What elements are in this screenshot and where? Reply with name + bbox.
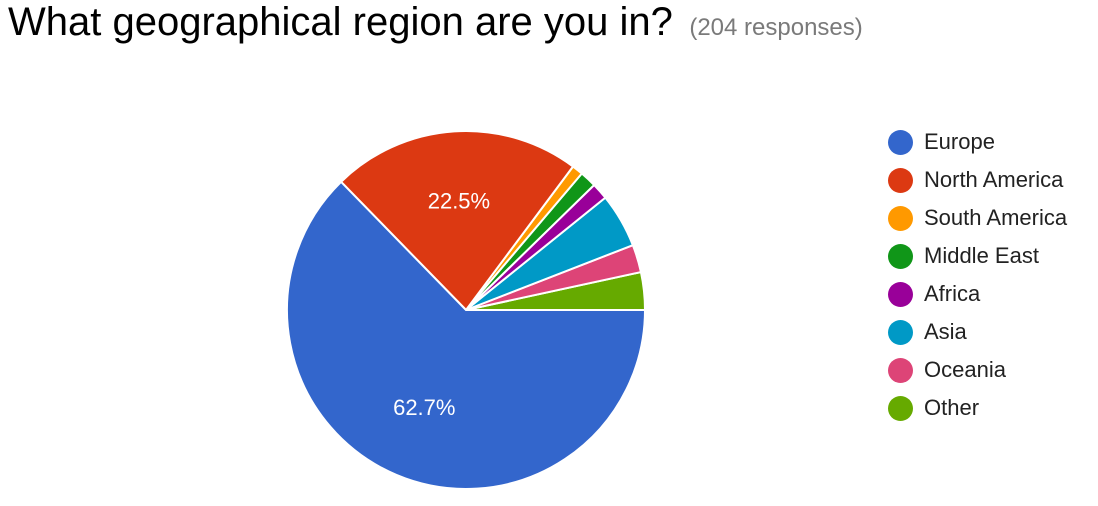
legend-swatch <box>888 395 913 421</box>
legend-item-europe[interactable]: Europe <box>888 123 1067 161</box>
legend-item-middle-east[interactable]: Middle East <box>888 237 1067 275</box>
slice-label-north-america: 22.5% <box>428 189 490 214</box>
chart-header: What geographical region are you in? (20… <box>8 0 863 45</box>
legend-label: Oceania <box>924 357 1006 382</box>
legend-label: Africa <box>924 281 981 306</box>
legend-swatch <box>888 281 913 307</box>
pie-slice-north-america[interactable] <box>339 130 575 312</box>
legend-label: Other <box>924 395 980 420</box>
legend-label: Middle East <box>924 243 1039 268</box>
legend-swatch <box>888 319 913 345</box>
legend-item-other[interactable]: Other <box>888 389 1067 427</box>
legend-label: South America <box>924 205 1068 230</box>
legend-item-south-america[interactable]: South America <box>888 199 1067 237</box>
legend-label: Asia <box>924 319 967 344</box>
legend-label: North America <box>924 167 1064 192</box>
legend-swatch <box>888 167 913 193</box>
legend-swatch <box>888 205 913 231</box>
response-count: (204 responses) <box>689 14 863 41</box>
chart-title: What geographical region are you in? <box>8 0 673 44</box>
legend-item-oceania[interactable]: Oceania <box>888 351 1067 389</box>
slice-label-europe: 62.7% <box>393 395 455 420</box>
legend-item-africa[interactable]: Africa <box>888 275 1067 313</box>
legend-swatch <box>888 243 913 269</box>
legend-swatch <box>888 129 913 155</box>
legend-item-north-america[interactable]: North America <box>888 161 1067 199</box>
legend-item-asia[interactable]: Asia <box>888 313 1067 351</box>
chart-legend: Europe North America South America Middle E… <box>888 123 1067 427</box>
legend-swatch <box>888 357 913 383</box>
pie-slice-europe[interactable] <box>286 180 647 490</box>
legend-label: Europe <box>924 129 995 154</box>
